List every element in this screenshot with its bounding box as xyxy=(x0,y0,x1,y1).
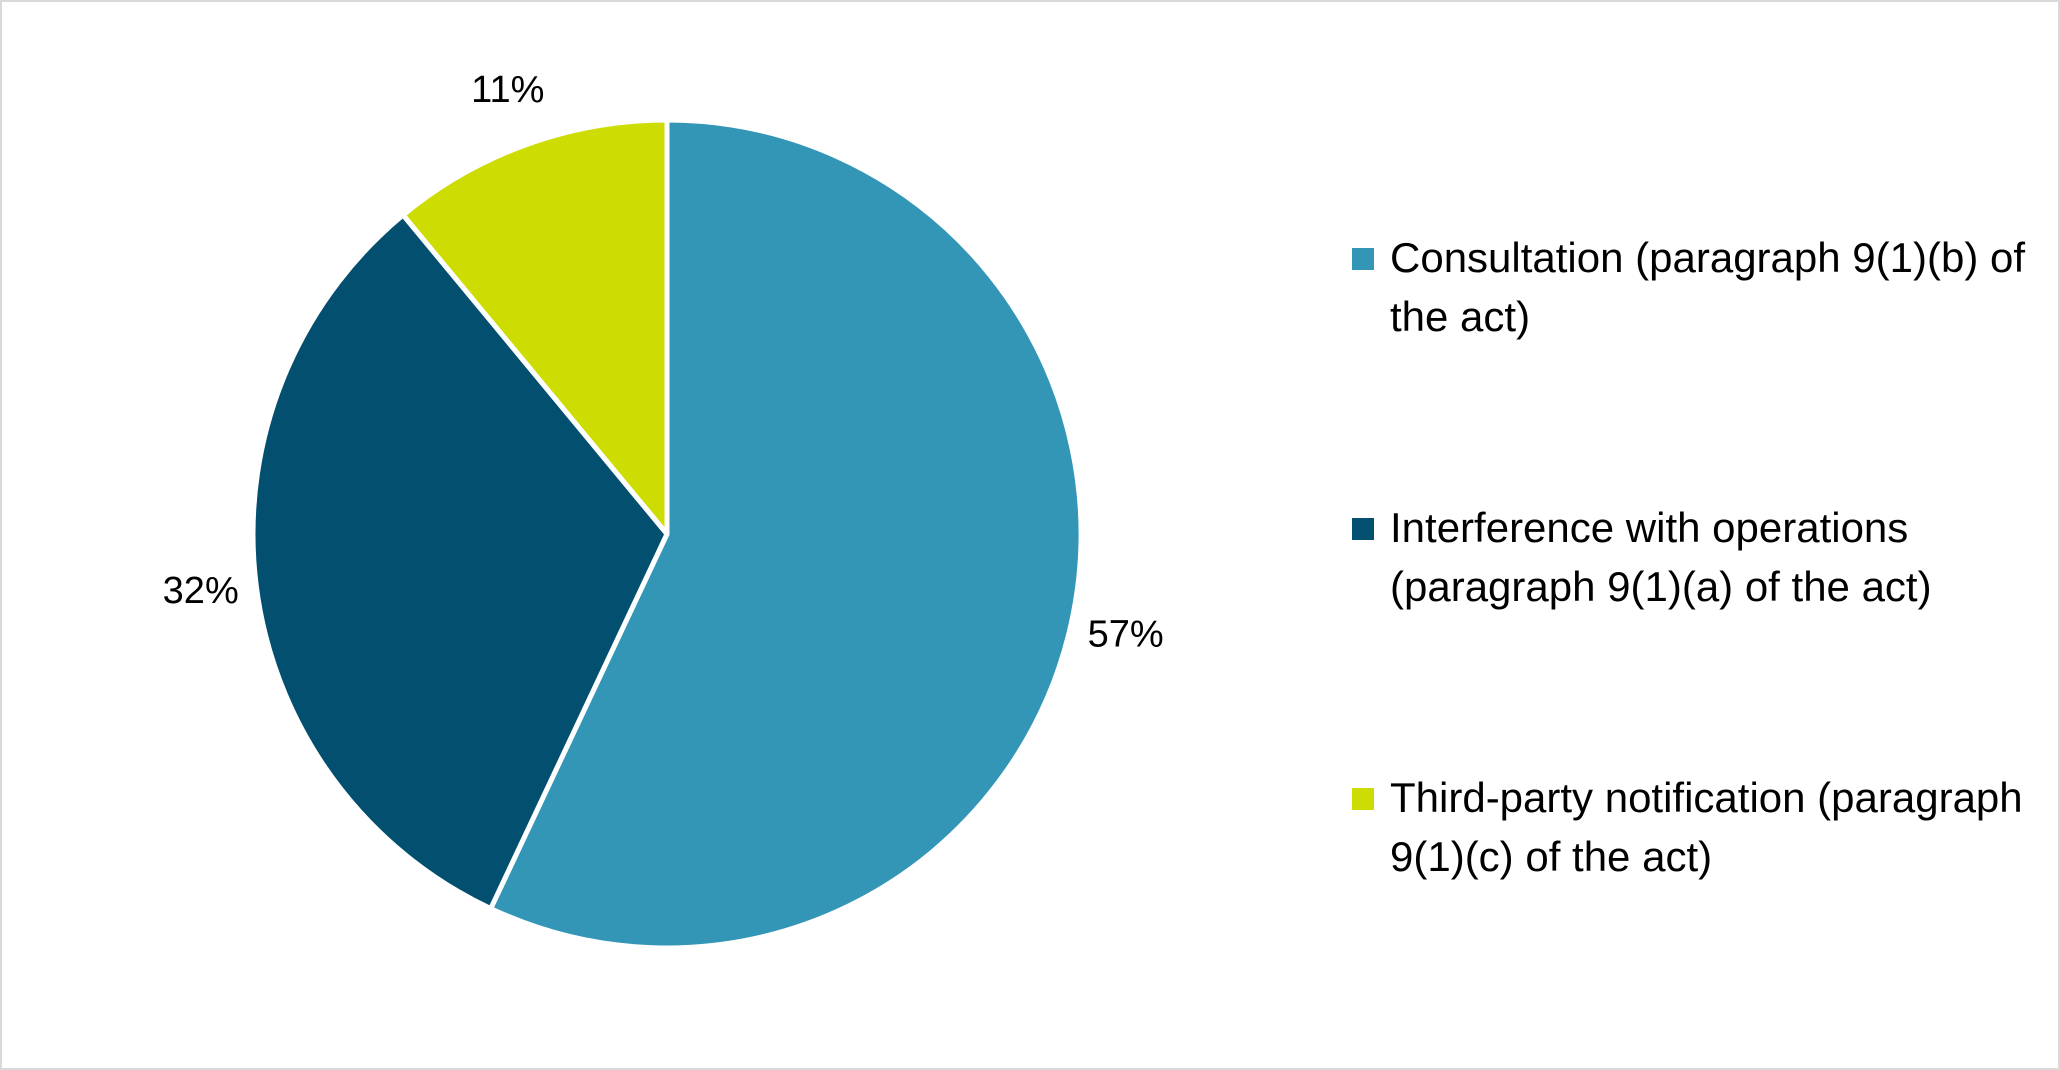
pie-slice-interference xyxy=(250,212,670,912)
pie-slice-third-party xyxy=(400,117,670,537)
legend-label-interference: Interference with operations (paragraph … xyxy=(1390,504,1932,610)
legend-item-consultation: Consultation (paragraph 9(1)(b) of the a… xyxy=(1352,228,2042,498)
legend-label-third-party: Third-party notification (paragraph 9(1)… xyxy=(1390,774,2023,880)
data-label-third-party: 11% xyxy=(471,69,544,111)
data-label-interference: 32% xyxy=(163,570,239,612)
pie-data-labels: 57% 32% 11% xyxy=(163,69,1164,656)
legend-item-interference: Interference with operations (paragraph … xyxy=(1352,498,2042,768)
legend-swatch-third-party xyxy=(1352,788,1374,810)
legend-label-consultation: Consultation (paragraph 9(1)(b) of the a… xyxy=(1390,234,2026,340)
legend-swatch-interference xyxy=(1352,518,1374,540)
data-label-consultation: 57% xyxy=(1088,614,1164,656)
pie-slice-consultation xyxy=(488,117,1084,951)
legend: Consultation (paragraph 9(1)(b) of the a… xyxy=(1352,228,2042,1038)
pie-slices xyxy=(250,117,1084,951)
legend-swatch-consultation xyxy=(1352,248,1374,270)
legend-item-third-party: Third-party notification (paragraph 9(1)… xyxy=(1352,768,2042,1038)
